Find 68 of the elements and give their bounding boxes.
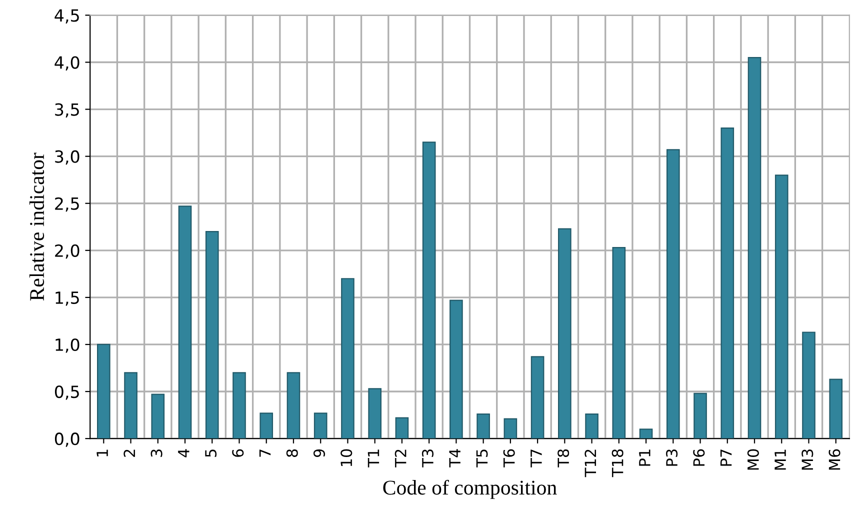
x-tick-label: P6 (693, 449, 705, 466)
x-tick-label: T5 (476, 450, 488, 468)
bar (260, 412, 274, 439)
y-tick-label: 1,0 (56, 338, 80, 353)
x-tick-label: 6 (232, 449, 244, 457)
x-tick-label: 4 (178, 449, 190, 458)
x-tick-label: T18 (612, 449, 624, 478)
bar (124, 372, 138, 439)
x-tick-label: 2 (124, 450, 135, 457)
bar (829, 378, 843, 439)
y-tick-label: 2,5 (55, 197, 79, 212)
x-tick-label: T1 (368, 450, 380, 468)
bar (341, 278, 354, 439)
bar (748, 56, 762, 439)
bar (205, 231, 219, 439)
y-axis-title: Relative indicator (29, 152, 44, 301)
x-tick-label: T6 (503, 449, 515, 468)
y-tick-label: 0,5 (54, 385, 79, 400)
x-tick-label: 5 (205, 450, 217, 457)
y-tick-label: 0,0 (54, 432, 80, 447)
bar (639, 428, 653, 439)
bar (422, 142, 436, 439)
x-tick-label: P3 (666, 450, 678, 466)
y-tick-label: 4,0 (54, 56, 80, 71)
x-tick-label: P1 (639, 450, 650, 466)
x-tick-label: 3 (150, 450, 162, 457)
x-tick-label: M6 (828, 449, 840, 470)
x-tick-label: 10 (340, 449, 352, 466)
x-tick-label: T7 (530, 450, 542, 468)
x-tick-label: P7 (720, 450, 732, 466)
x-tick-label: T12 (584, 450, 596, 478)
bar (585, 414, 598, 439)
bar (666, 149, 680, 439)
x-tick-label: 8 (286, 449, 298, 457)
x-tick-label: M0 (747, 449, 759, 470)
x-tick-label: T4 (449, 449, 460, 468)
x-tick-label: T2 (394, 450, 406, 468)
bar (802, 332, 816, 439)
bar (178, 206, 192, 439)
y-tick-label: 4,5 (54, 9, 79, 24)
x-tick-label: M3 (802, 450, 814, 470)
bar (612, 247, 626, 439)
x-axis-title: Code of composition (383, 480, 557, 499)
bar (368, 388, 382, 439)
x-tick-label: 7 (259, 450, 271, 457)
bar (232, 372, 246, 439)
x-tick-label: 1 (96, 450, 108, 456)
x-tick-label: 9 (313, 449, 326, 458)
x-tick-label: M1 (774, 450, 786, 470)
bar (286, 372, 300, 439)
bar (450, 300, 463, 439)
y-tick-label: 1,5 (56, 292, 79, 306)
bar (96, 344, 110, 439)
bar (558, 228, 572, 439)
x-tick-label: T8 (558, 449, 570, 468)
y-tick-label: 3,5 (55, 103, 79, 118)
bar (720, 128, 734, 439)
bar (314, 412, 328, 439)
bar (395, 417, 409, 439)
bar (694, 392, 707, 439)
bar (530, 356, 544, 439)
y-tick-label: 2,0 (55, 244, 80, 259)
x-tick-label: T3 (422, 450, 434, 468)
bar (151, 394, 165, 439)
bar (476, 414, 490, 439)
bar (504, 418, 518, 439)
y-tick-label: 3,0 (55, 150, 80, 165)
bar (774, 174, 788, 439)
